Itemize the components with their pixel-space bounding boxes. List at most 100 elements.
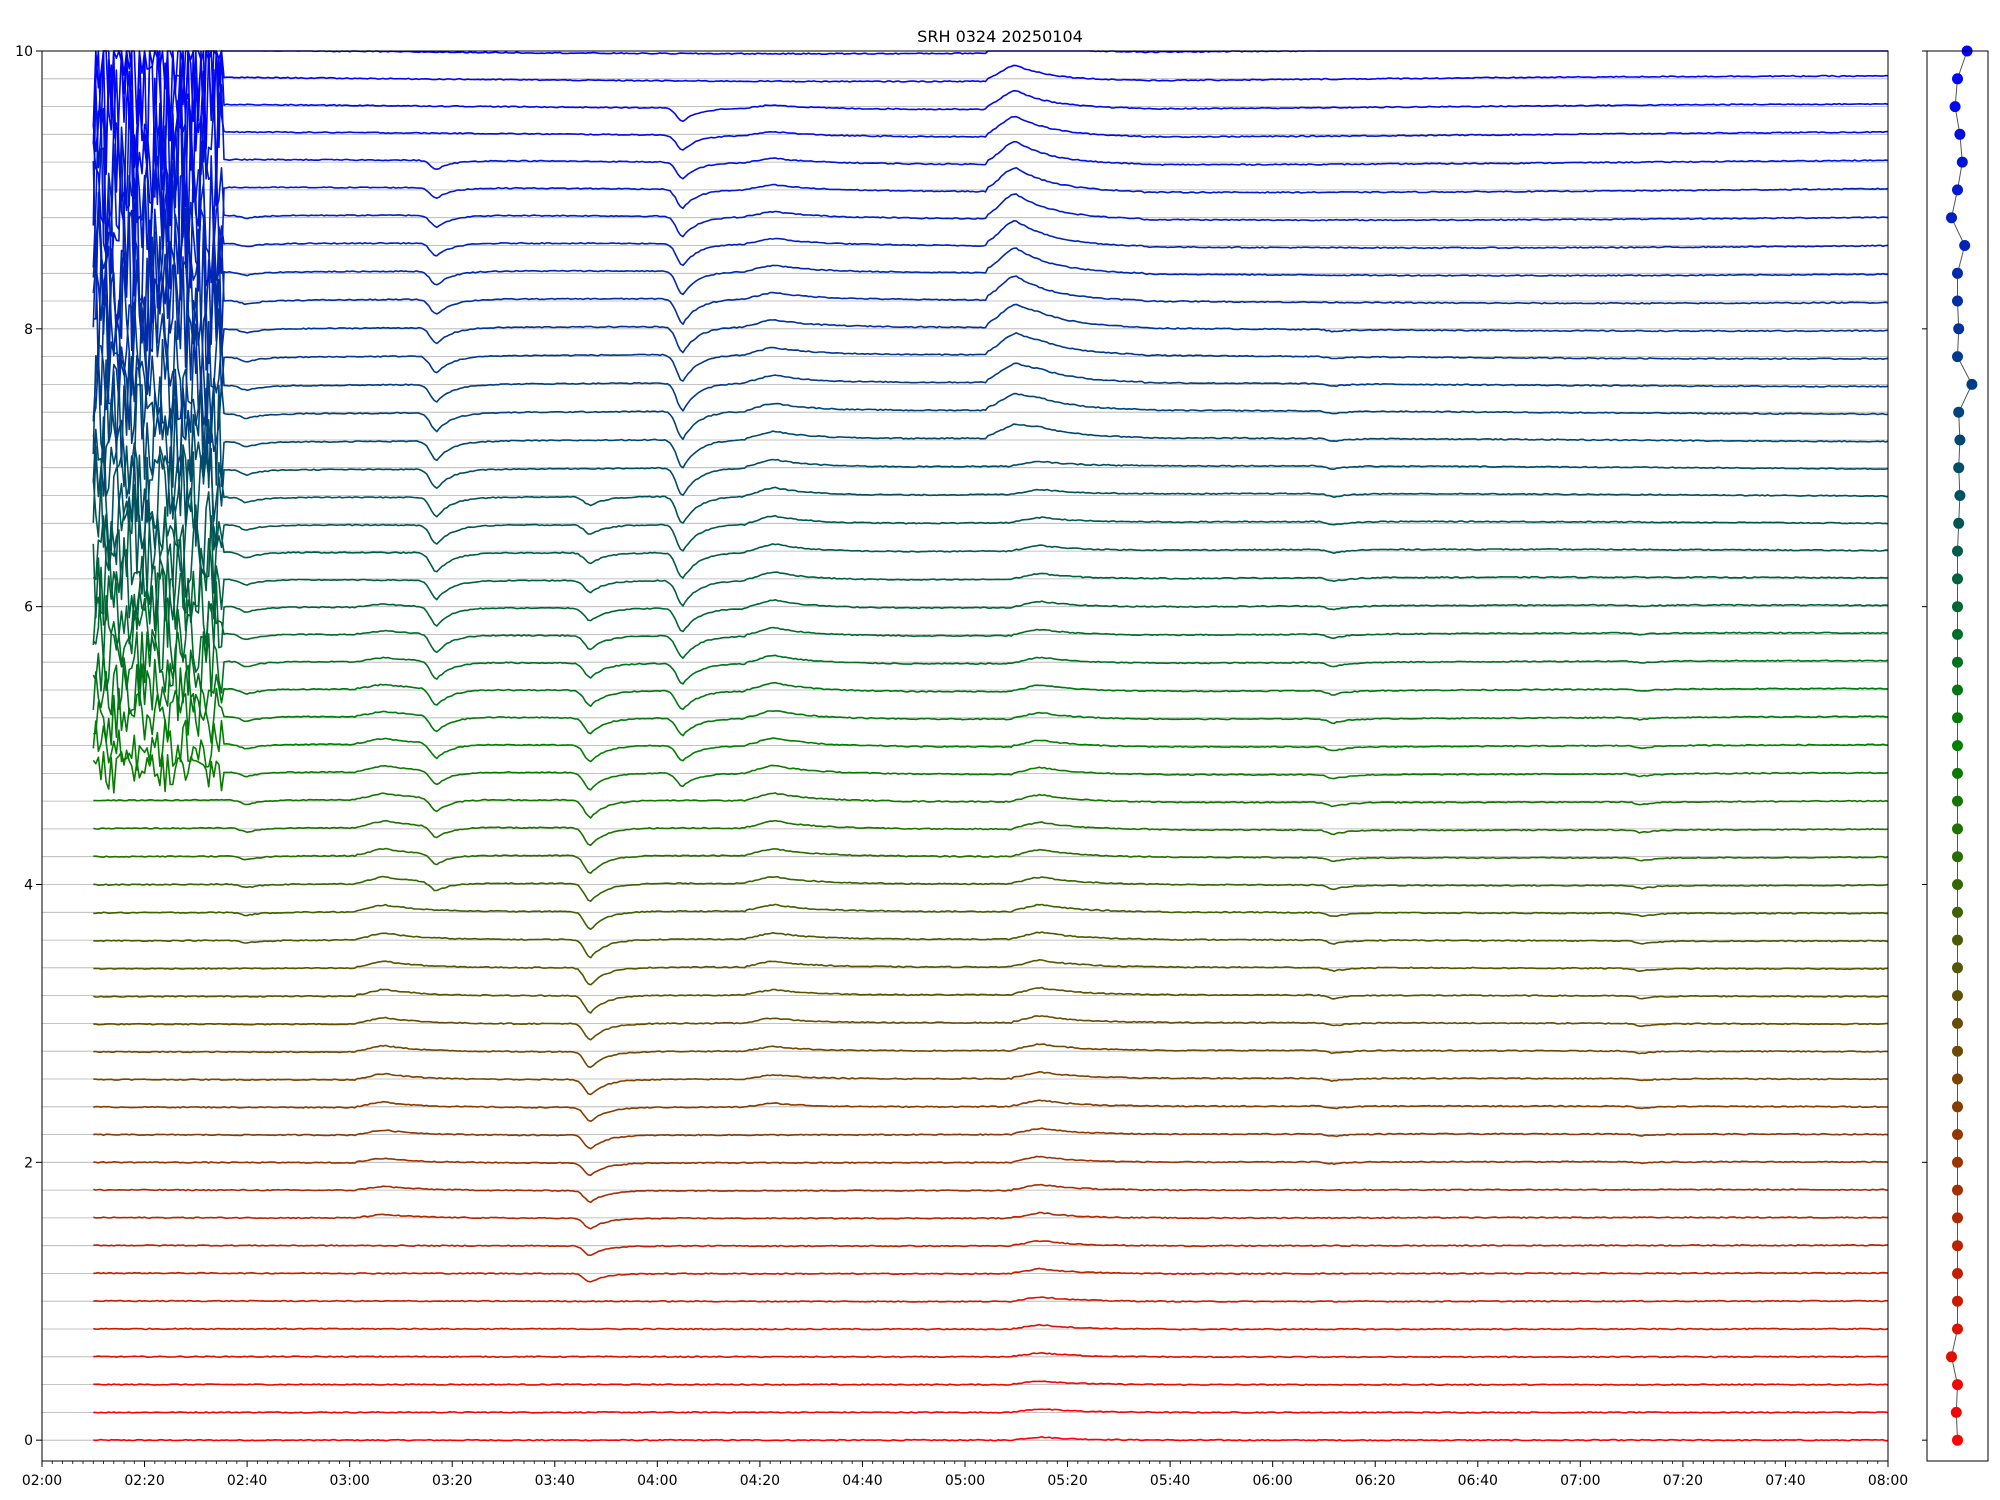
side-marker-point (1949, 101, 1961, 113)
x-tick-label: 03:40 (535, 1473, 575, 1489)
trace-line-13 (93, 1071, 1889, 1096)
trace-line-18 (93, 931, 1889, 959)
side-marker-point (1953, 406, 1965, 418)
x-tick-label: 02:20 (124, 1473, 164, 1489)
trace-line-23 (93, 792, 1889, 819)
side-marker-point (1952, 1045, 1963, 1057)
trace-line-15 (93, 1015, 1888, 1041)
side-marker-point (1952, 962, 1963, 974)
y-tick-label: 8 (24, 322, 33, 338)
trace-line-8 (93, 1211, 1889, 1230)
side-marker-point (1952, 1240, 1963, 1252)
side-marker-point (1952, 851, 1963, 863)
trace-line-40 (92, 256, 1889, 396)
x-tick-label: 05:20 (1047, 1473, 1087, 1489)
trace-line-25 (92, 718, 1889, 771)
trace-line-32 (92, 503, 1889, 601)
x-tick-label: 04:40 (842, 1473, 882, 1489)
trace-line-38 (92, 320, 1889, 444)
side-marker-point (1952, 740, 1963, 752)
side-marker-point (1952, 656, 1963, 668)
trace-line-29 (92, 594, 1888, 674)
trace-line-45 (92, 99, 1889, 275)
side-marker-point (1952, 906, 1963, 918)
x-tick-label: 06:00 (1252, 1473, 1292, 1489)
trace-line-49 (92, 50, 1889, 175)
side-marker-point (1952, 1379, 1963, 1391)
x-tick-label: 02:40 (227, 1473, 267, 1489)
side-marker-point (1952, 573, 1963, 585)
x-tick-label: 07:40 (1765, 1473, 1805, 1489)
trace-line-30 (92, 566, 1889, 649)
trace-line-3 (93, 1352, 1889, 1359)
side-marker-point (1952, 1295, 1963, 1307)
side-marker-point (1952, 1073, 1963, 1085)
main-plot-area: 0 2 4 6 8 10 02:00 02:20 02:40 03:00 03:20 03:40 04… (15, 44, 1908, 1489)
trace-line-5 (93, 1296, 1889, 1303)
trace-line-6 (93, 1267, 1889, 1283)
trace-line-44 (92, 134, 1889, 302)
trace-line-9 (93, 1183, 1889, 1204)
side-marker-point (1952, 879, 1963, 890)
trace-line-28 (92, 629, 1889, 697)
trace-line-34 (92, 442, 1889, 552)
trace-line-39 (92, 287, 1889, 427)
side-marker-point (1952, 823, 1963, 835)
side-marker-point (1956, 156, 1968, 168)
side-marker-point (1946, 1351, 1957, 1363)
trace-line-41 (92, 224, 1889, 377)
side-marker-point (1952, 1184, 1963, 1196)
side-marker-point (1952, 351, 1963, 363)
x-tick-label: 02:00 (22, 1473, 62, 1489)
trace-line-27 (92, 657, 1888, 722)
y-tick-label: 10 (15, 44, 33, 60)
side-marker-point (1952, 73, 1963, 85)
trace-line-26 (93, 686, 1889, 746)
trace-series-group (92, 50, 1889, 1442)
side-marker-point (1952, 601, 1963, 613)
side-marker-point (1953, 323, 1965, 335)
trace-line-10 (93, 1155, 1889, 1177)
trace-line-19 (93, 903, 1889, 930)
x-tick-label: 07:20 (1663, 1473, 1703, 1489)
trace-line-46 (92, 69, 1889, 247)
trace-line-1 (93, 1408, 1889, 1414)
side-marker-point (1952, 934, 1963, 946)
trace-line-42 (92, 207, 1888, 352)
x-tick-label: 04:00 (637, 1473, 677, 1489)
side-marker-point (1952, 1017, 1963, 1029)
trace-line-35 (92, 416, 1889, 526)
side-marker-point (1952, 684, 1963, 696)
side-marker-point (1954, 490, 1966, 501)
side-marker-point (1952, 795, 1963, 807)
side-marker-point (1952, 990, 1963, 1002)
trace-line-24 (92, 749, 1889, 794)
side-marker-point (1952, 1129, 1963, 1140)
side-marker-point (1959, 240, 1971, 251)
y-axis-ticks: 0 2 4 6 8 10 (15, 44, 42, 1449)
x-tick-label: 04:20 (740, 1473, 780, 1489)
side-marker-point (1952, 545, 1963, 557)
side-marker-point (1952, 1434, 1963, 1446)
side-marker-point (1953, 517, 1965, 529)
trace-line-31 (92, 537, 1889, 624)
trace-line-20 (93, 875, 1889, 902)
trace-line-43 (93, 172, 1889, 327)
side-marker-point (1952, 267, 1963, 279)
side-marker-point (1952, 628, 1963, 640)
side-marker-point (1952, 767, 1963, 779)
side-marker-series (1946, 45, 1978, 1446)
x-tick-label: 06:20 (1355, 1473, 1395, 1489)
side-marker-point (1946, 212, 1957, 224)
side-marker-point (1952, 1101, 1963, 1113)
y-tick-label: 6 (24, 600, 33, 616)
side-marker-point (1952, 1212, 1963, 1224)
trace-line-36 (92, 382, 1889, 499)
side-marker-point (1952, 295, 1963, 307)
side-marker-point (1952, 1268, 1963, 1279)
side-marker-point (1952, 184, 1963, 196)
side-marker-point (1952, 712, 1963, 724)
y-tick-label: 4 (24, 877, 33, 893)
x-tick-label: 06:40 (1458, 1473, 1498, 1489)
